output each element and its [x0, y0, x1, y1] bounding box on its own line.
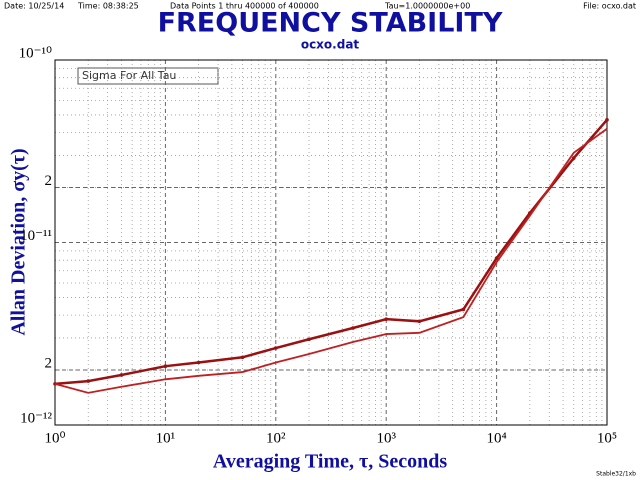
- y-tick-label: 10⁻¹¹: [20, 228, 52, 244]
- y-tick-label: 10⁻¹⁰: [19, 45, 52, 61]
- x-tick-label: 10³: [376, 430, 396, 446]
- series-marker: [307, 337, 311, 342]
- header-tau: Tau=1.0000000e+00: [384, 2, 470, 11]
- series-marker: [351, 326, 355, 330]
- chart-title: FREQUENCY STABILITY: [158, 8, 503, 39]
- header-time: Time: 08:38:25: [77, 2, 139, 11]
- y-axis-label: Allan Deviation, σy(τ): [8, 148, 30, 335]
- annotation: Sigma For All Tau: [82, 69, 176, 82]
- x-tick-label: 10⁵: [597, 430, 617, 446]
- chart-subtitle: ocxo.dat: [301, 38, 360, 52]
- series-marker: [274, 346, 278, 350]
- x-tick-label: 10⁰: [44, 430, 65, 446]
- series-marker: [417, 319, 422, 324]
- series-marker: [461, 307, 466, 312]
- y-tick-label: 2: [45, 173, 53, 189]
- series-marker: [384, 317, 389, 321]
- header-file: File: ocxo.dat: [583, 2, 636, 11]
- x-tick-label: 10⁴: [486, 430, 506, 446]
- x-tick-label: 10²: [266, 430, 286, 446]
- series-marker: [119, 373, 124, 377]
- series-marker: [240, 355, 245, 360]
- series-line: [54, 128, 608, 394]
- y-tick-label: 2: [45, 355, 53, 371]
- header-date: Date: 10/25/14: [4, 2, 64, 11]
- x-axis-label: Averaging Time, τ, Seconds: [213, 451, 447, 473]
- series-marker: [605, 118, 609, 122]
- x-tick-label: 10¹: [156, 430, 176, 446]
- series-marker: [494, 256, 499, 261]
- series-line: [54, 119, 608, 386]
- plot-frame: [54, 59, 608, 426]
- series-marker: [196, 360, 201, 365]
- series-marker: [571, 156, 576, 160]
- header-points: Data Points 1 thru 400000 of 400000: [170, 2, 319, 11]
- series-marker: [86, 379, 91, 383]
- series-marker: [163, 364, 168, 368]
- y-tick-label: 10⁻¹²: [20, 410, 52, 426]
- footer: Stable32/1xb: [596, 471, 636, 478]
